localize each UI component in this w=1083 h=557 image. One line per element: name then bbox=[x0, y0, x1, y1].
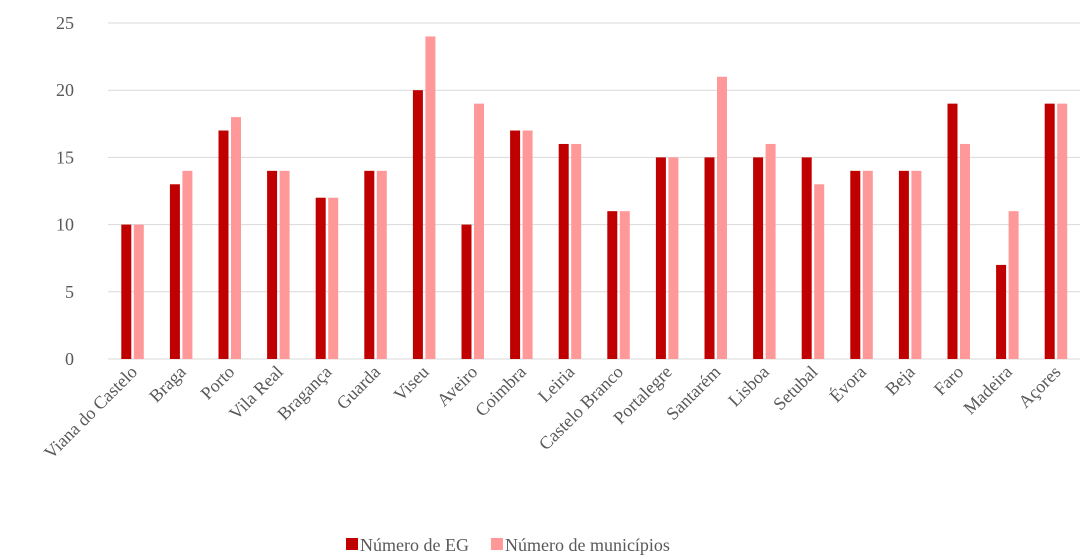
x-tick-label: Madeira bbox=[959, 362, 1016, 419]
bar bbox=[279, 170, 290, 359]
bar bbox=[655, 157, 666, 359]
x-tick-label: Faro bbox=[930, 362, 967, 399]
y-tick-label: 15 bbox=[56, 147, 74, 167]
bar bbox=[461, 224, 472, 359]
bar bbox=[717, 76, 727, 359]
bar bbox=[947, 103, 958, 359]
bar bbox=[1044, 103, 1055, 359]
y-tick-label: 20 bbox=[56, 80, 74, 100]
legend-swatch bbox=[490, 538, 503, 550]
bar bbox=[522, 130, 533, 359]
bar bbox=[231, 117, 241, 359]
bar bbox=[425, 36, 436, 359]
bar bbox=[1057, 103, 1068, 359]
x-tick-label: Lisboa bbox=[724, 362, 773, 411]
x-tick-label: Guarda bbox=[333, 362, 385, 414]
bar bbox=[571, 143, 582, 359]
bar bbox=[619, 211, 630, 359]
x-tick-label: Évora bbox=[825, 361, 870, 406]
bar bbox=[862, 170, 873, 359]
legend-label: Número de EG bbox=[360, 535, 469, 555]
bar bbox=[315, 197, 326, 359]
bar bbox=[364, 170, 375, 359]
bar bbox=[668, 157, 679, 359]
x-tick-label: Viana do Castelo bbox=[40, 362, 141, 463]
bar bbox=[169, 184, 180, 359]
legend: Número de EG Número de municípios bbox=[346, 535, 670, 555]
bar bbox=[328, 197, 339, 359]
bar bbox=[850, 170, 861, 359]
bar bbox=[267, 170, 278, 359]
bar bbox=[960, 143, 970, 359]
y-tick-label: 0 bbox=[65, 349, 74, 369]
x-tick-label: Viseu bbox=[390, 362, 433, 405]
y-tick-label: 10 bbox=[56, 215, 74, 235]
bar bbox=[376, 170, 387, 359]
bar bbox=[182, 170, 193, 359]
bar bbox=[218, 130, 229, 359]
legend-swatch bbox=[346, 538, 358, 550]
x-tick-label: Setubal bbox=[769, 362, 821, 414]
bar bbox=[765, 143, 776, 359]
bar bbox=[996, 264, 1007, 359]
bar bbox=[753, 157, 764, 359]
x-tick-label: Castelo Branco bbox=[535, 362, 627, 454]
legend-label: Número de municípios bbox=[505, 535, 670, 555]
bar bbox=[898, 170, 909, 359]
bar bbox=[911, 170, 922, 359]
bar bbox=[121, 224, 132, 359]
x-tick-label: Açores bbox=[1014, 362, 1064, 412]
bar bbox=[607, 211, 618, 359]
x-tick-label: Bragança bbox=[273, 362, 335, 424]
x-tick-label: Porto bbox=[197, 362, 239, 404]
bar bbox=[1008, 211, 1019, 359]
bar bbox=[814, 184, 825, 359]
y-tick-label: 5 bbox=[65, 282, 74, 302]
x-tick-label: Leiria bbox=[534, 362, 579, 407]
x-tick-label: Beja bbox=[881, 362, 918, 399]
y-tick-label: 25 bbox=[56, 13, 74, 33]
x-tick-label: Coimbra bbox=[471, 362, 530, 421]
x-tick-label: Santarém bbox=[662, 362, 724, 424]
x-tick-label: Braga bbox=[145, 362, 190, 407]
bar bbox=[558, 143, 569, 359]
bar bbox=[510, 130, 521, 359]
bar bbox=[704, 157, 715, 359]
bar bbox=[474, 103, 484, 359]
bar bbox=[412, 90, 423, 359]
bar bbox=[133, 224, 144, 359]
bar bbox=[801, 157, 812, 359]
